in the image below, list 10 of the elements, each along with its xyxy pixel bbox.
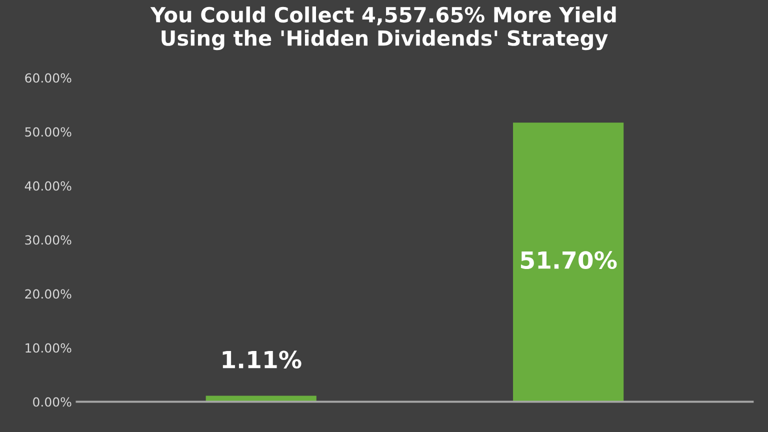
y-tick-label: 20.00% — [25, 289, 72, 299]
y-tick-label: 30.00% — [25, 235, 72, 245]
y-tick-label: 60.00% — [25, 73, 72, 83]
data-label: 51.70% — [520, 251, 617, 270]
chart-title: You Could Collect 4,557.65% More Yield Using the 'Hidden Dividends' Strategy — [150, 6, 616, 50]
y-tick-label: 10.00% — [26, 343, 72, 353]
data-label: 1.11% — [222, 350, 302, 369]
y-tick-label: 0.00% — [33, 397, 72, 407]
y-tick-label: 50.00% — [25, 127, 72, 137]
y-tick-label: 40.00% — [24, 181, 72, 191]
